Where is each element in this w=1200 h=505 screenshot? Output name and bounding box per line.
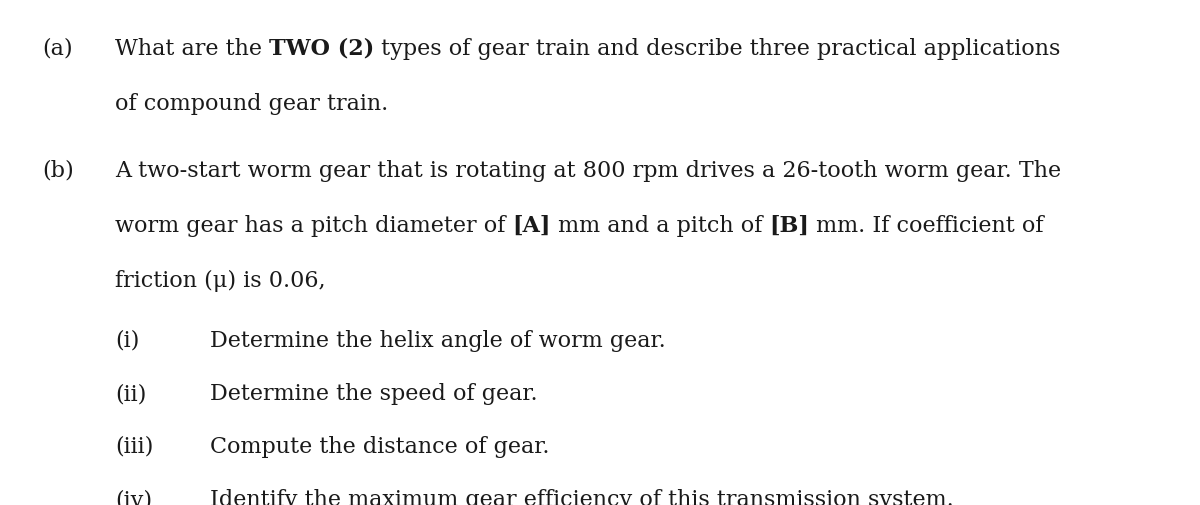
Text: Determine the speed of gear.: Determine the speed of gear. <box>210 382 538 404</box>
Text: of compound gear train.: of compound gear train. <box>115 93 389 115</box>
Text: Identify the maximum gear efficiency of this transmission system.: Identify the maximum gear efficiency of … <box>210 488 954 505</box>
Text: Compute the distance of gear.: Compute the distance of gear. <box>210 435 550 457</box>
Text: (b): (b) <box>42 160 73 182</box>
Text: Determine the helix angle of worm gear.: Determine the helix angle of worm gear. <box>210 329 666 351</box>
Text: What are the: What are the <box>115 38 269 60</box>
Text: [A]: [A] <box>512 215 551 236</box>
Text: (i): (i) <box>115 329 139 351</box>
Text: (ii): (ii) <box>115 382 146 404</box>
Text: types of gear train and describe three practical applications: types of gear train and describe three p… <box>374 38 1061 60</box>
Text: A two-start worm gear that is rotating at 800 rpm drives a 26-tooth worm gear. T: A two-start worm gear that is rotating a… <box>115 160 1061 182</box>
Text: worm gear has a pitch diameter of: worm gear has a pitch diameter of <box>115 215 512 236</box>
Text: friction (μ) is 0.06,: friction (μ) is 0.06, <box>115 270 325 291</box>
Text: (a): (a) <box>42 38 73 60</box>
Text: (iii): (iii) <box>115 435 154 457</box>
Text: TWO (2): TWO (2) <box>269 38 374 60</box>
Text: mm. If coefficient of: mm. If coefficient of <box>809 215 1044 236</box>
Text: mm and a pitch of: mm and a pitch of <box>551 215 769 236</box>
Text: (iv): (iv) <box>115 488 152 505</box>
Text: [B]: [B] <box>769 215 809 236</box>
